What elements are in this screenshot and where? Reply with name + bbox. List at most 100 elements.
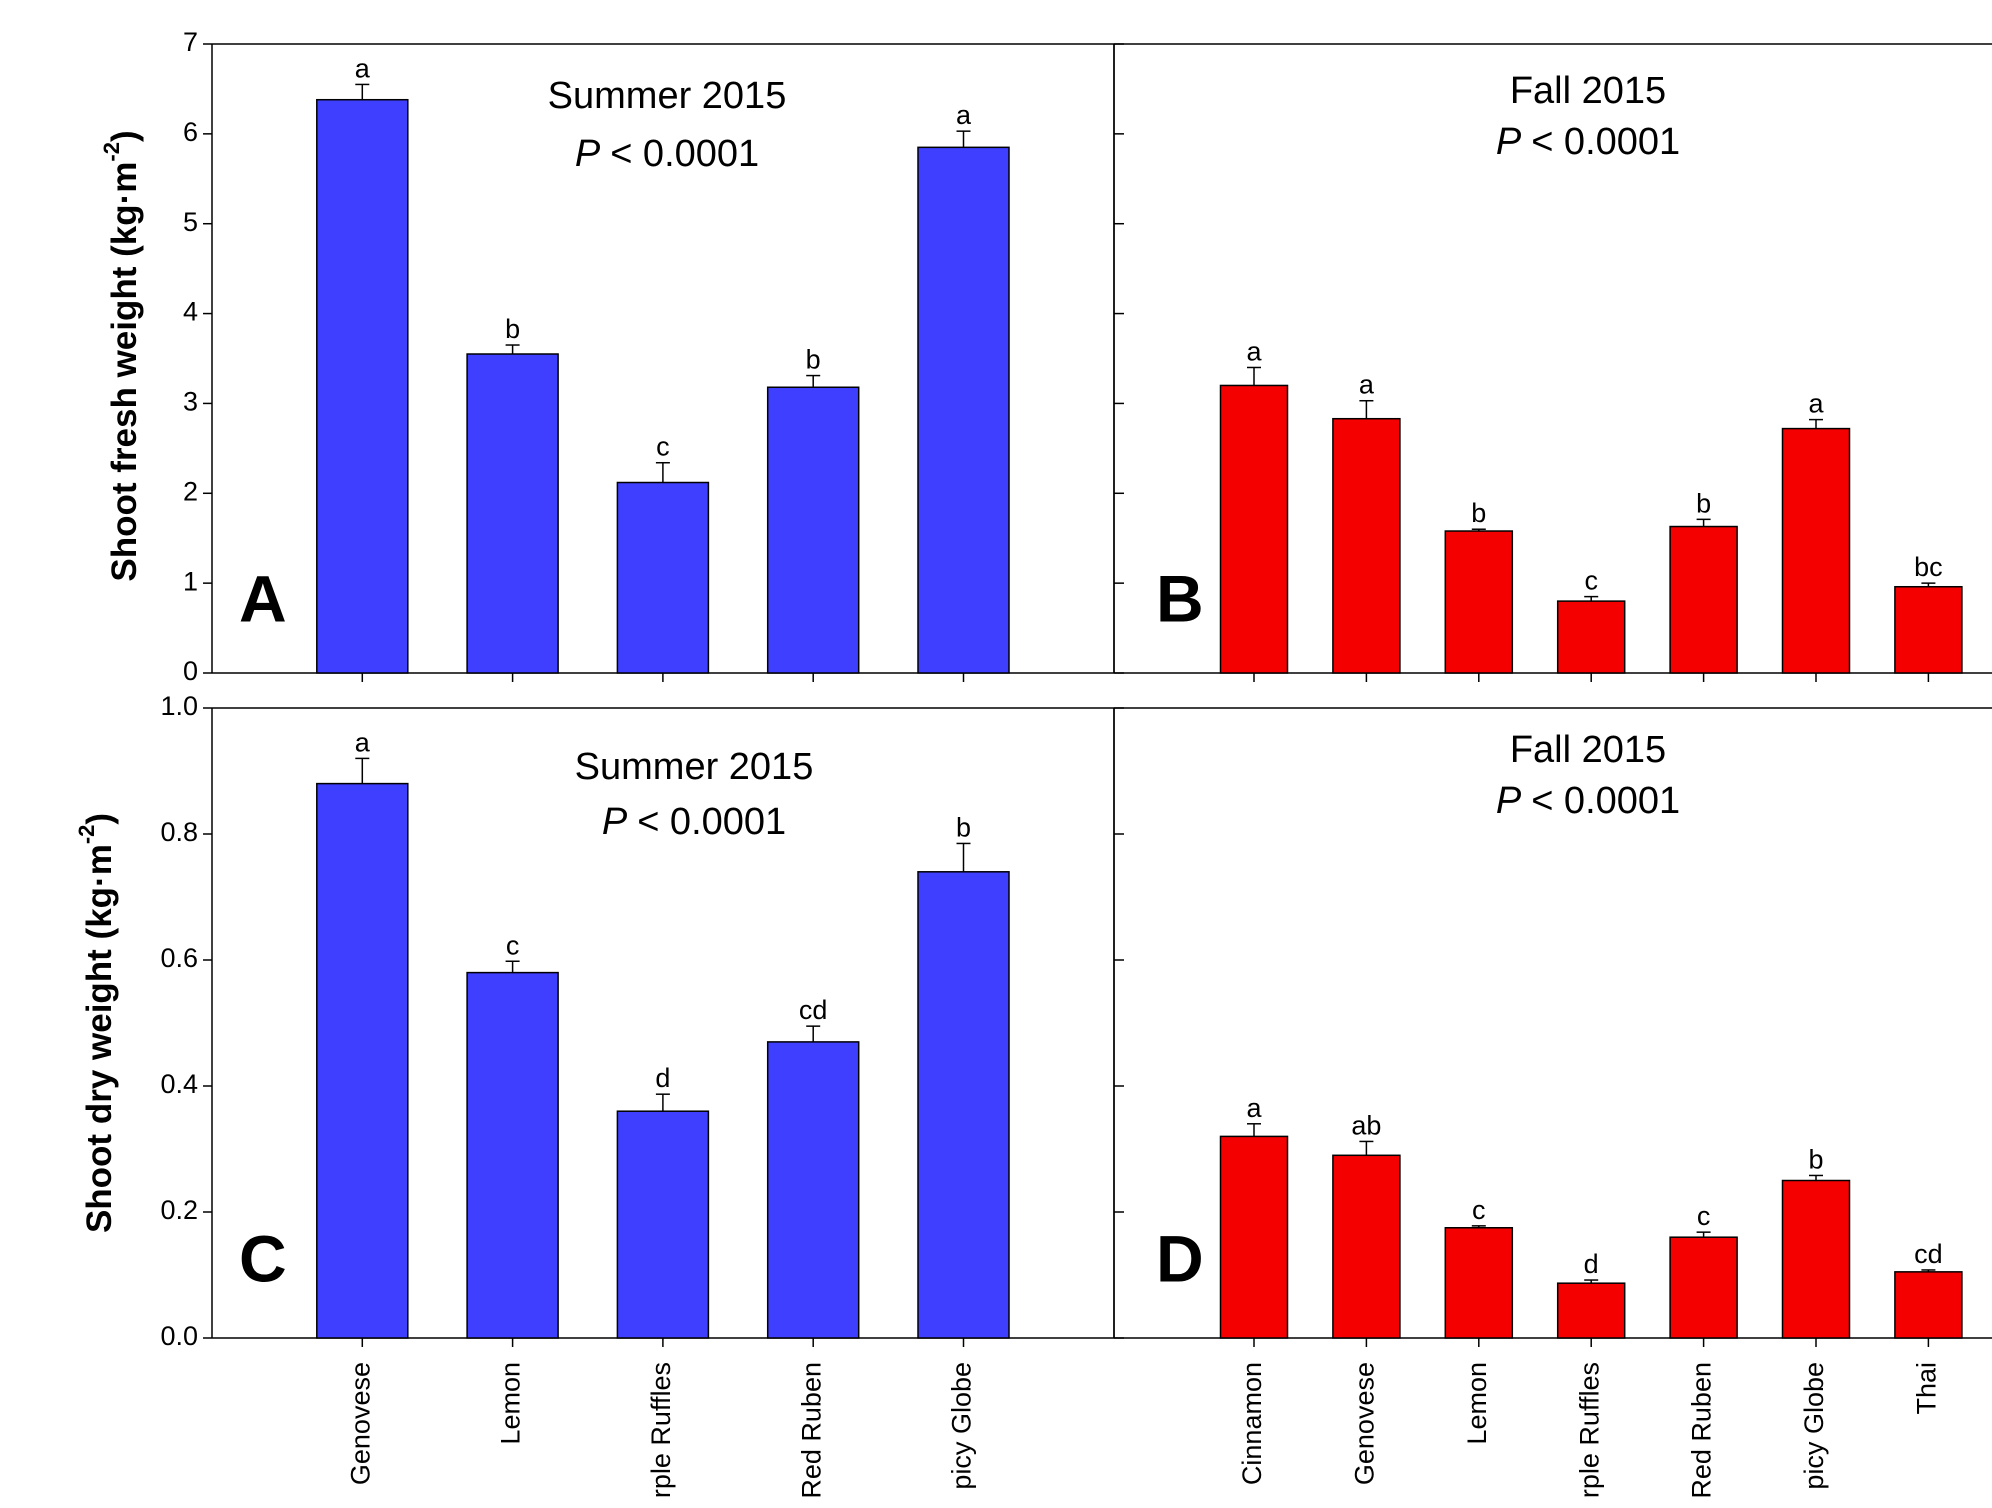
p-value-text: P < 0.0001 xyxy=(1496,121,1680,163)
x-tick-label: Red Ruben xyxy=(1687,1362,1717,1499)
significance-letter: a xyxy=(1246,1093,1262,1123)
bar xyxy=(1556,1282,1626,1339)
significance-letter: c xyxy=(1697,1201,1711,1231)
significance-letter: c xyxy=(656,432,670,462)
significance-letter: a xyxy=(1808,389,1824,419)
y-tick-label: 0.8 xyxy=(160,817,198,847)
y-tick-label: 3 xyxy=(183,387,198,417)
bar xyxy=(1556,600,1626,674)
significance-letter: b xyxy=(1808,1144,1823,1174)
panel-title: Summer 2015 xyxy=(575,746,814,788)
y-tick-label: 0 xyxy=(183,656,198,686)
significance-letter: b xyxy=(1471,498,1486,528)
y-tick-label: 4 xyxy=(183,297,198,327)
y-tick-label: 1.0 xyxy=(160,691,198,721)
bar xyxy=(1444,1227,1514,1339)
significance-letter: b xyxy=(956,812,971,842)
significance-letter: b xyxy=(1696,488,1711,518)
bar xyxy=(766,1041,860,1339)
p-value: < 0.0001 xyxy=(1531,121,1680,163)
bar xyxy=(1781,1179,1851,1339)
bar xyxy=(1219,384,1289,674)
bar xyxy=(616,481,710,674)
significance-letter: d xyxy=(1584,1249,1599,1279)
panel-title: Fall 2015 xyxy=(1510,729,1666,771)
panel-title: Summer 2015 xyxy=(548,75,787,117)
bar xyxy=(466,971,559,1339)
x-tick-label: Genovese xyxy=(1350,1362,1380,1485)
y-tick-label: 1 xyxy=(183,566,198,596)
bar xyxy=(1332,1154,1401,1339)
bar xyxy=(1781,427,1851,674)
x-tick-label: picy Globe xyxy=(1799,1362,1829,1490)
significance-letter: a xyxy=(956,100,972,130)
p-value-text: P < 0.0001 xyxy=(1496,780,1680,822)
significance-letter: cd xyxy=(799,995,828,1025)
bar xyxy=(917,146,1010,674)
p-value-text: P < 0.0001 xyxy=(575,133,759,175)
y-tick-label: 0.6 xyxy=(160,943,198,973)
significance-letter: cd xyxy=(1914,1239,1943,1269)
y-tick-label: 0.2 xyxy=(160,1195,198,1225)
significance-letter: c xyxy=(1472,1195,1486,1225)
p-value-text: P < 0.0001 xyxy=(602,801,786,843)
y-tick-label: 2 xyxy=(183,476,198,506)
panel-letter: A xyxy=(239,561,287,635)
panel-title: Fall 2015 xyxy=(1510,70,1666,112)
y-tick-label: 5 xyxy=(183,207,198,237)
x-tick-label: Red Ruben xyxy=(796,1362,826,1499)
y-tick-label: 0.4 xyxy=(160,1069,198,1099)
significance-letter: d xyxy=(655,1063,670,1093)
bar xyxy=(466,353,559,674)
p-label: P xyxy=(1496,121,1522,163)
panel-letter: B xyxy=(1156,561,1204,635)
panel-letter: C xyxy=(239,1221,287,1295)
significance-letter: ab xyxy=(1351,1110,1381,1140)
x-tick-label: Cinnamon xyxy=(1237,1362,1267,1485)
bar xyxy=(1669,1236,1738,1339)
bar xyxy=(1444,530,1514,674)
bar xyxy=(616,1110,710,1339)
bar xyxy=(1894,1271,1963,1339)
panel-letter: D xyxy=(1156,1221,1204,1295)
y-label-sup: -2 xyxy=(99,142,124,162)
p-label: P xyxy=(575,133,601,175)
bar xyxy=(1219,1135,1289,1339)
x-tick-label: rple Ruffles xyxy=(1574,1362,1604,1498)
bar xyxy=(316,782,409,1339)
y-label-end: ) xyxy=(80,813,119,825)
y-tick-label: 6 xyxy=(183,117,198,147)
significance-letter: a xyxy=(355,53,371,83)
p-value: < 0.0001 xyxy=(1531,780,1680,822)
significance-letter: a xyxy=(1246,336,1262,366)
significance-letter: c xyxy=(506,930,520,960)
x-tick-label: Thai xyxy=(1912,1362,1942,1415)
p-label: P xyxy=(1496,780,1522,822)
y-label-sup: -2 xyxy=(74,825,99,845)
significance-letter: c xyxy=(1584,566,1598,596)
x-tick-label: rple Ruffles xyxy=(646,1362,676,1498)
x-tick-label: Lemon xyxy=(496,1362,526,1445)
y-label-main: Shoot fresh weight (kg·m xyxy=(105,162,144,582)
y-label-end: ) xyxy=(105,130,144,142)
p-value: < 0.0001 xyxy=(610,133,759,175)
significance-letter: b xyxy=(806,345,821,375)
x-tick-label: picy Globe xyxy=(947,1362,977,1490)
x-tick-label: Genovese xyxy=(345,1362,375,1485)
y-label-main: Shoot dry weight (kg·m xyxy=(80,844,119,1233)
p-label: P xyxy=(602,801,628,843)
significance-letter: a xyxy=(355,727,371,757)
bar xyxy=(1669,525,1738,674)
bar xyxy=(917,871,1010,1339)
p-value: < 0.0001 xyxy=(637,801,786,843)
y-tick-label: 7 xyxy=(183,27,198,57)
significance-letter: b xyxy=(505,314,520,344)
y-tick-label: 0.0 xyxy=(160,1321,198,1351)
y-axis-label: Shoot dry weight (kg·m-2) xyxy=(74,813,119,1233)
y-axis-label: Shoot fresh weight (kg·m-2) xyxy=(99,130,144,581)
significance-letter: a xyxy=(1359,370,1375,400)
bar xyxy=(1332,417,1401,674)
bar xyxy=(316,98,409,674)
